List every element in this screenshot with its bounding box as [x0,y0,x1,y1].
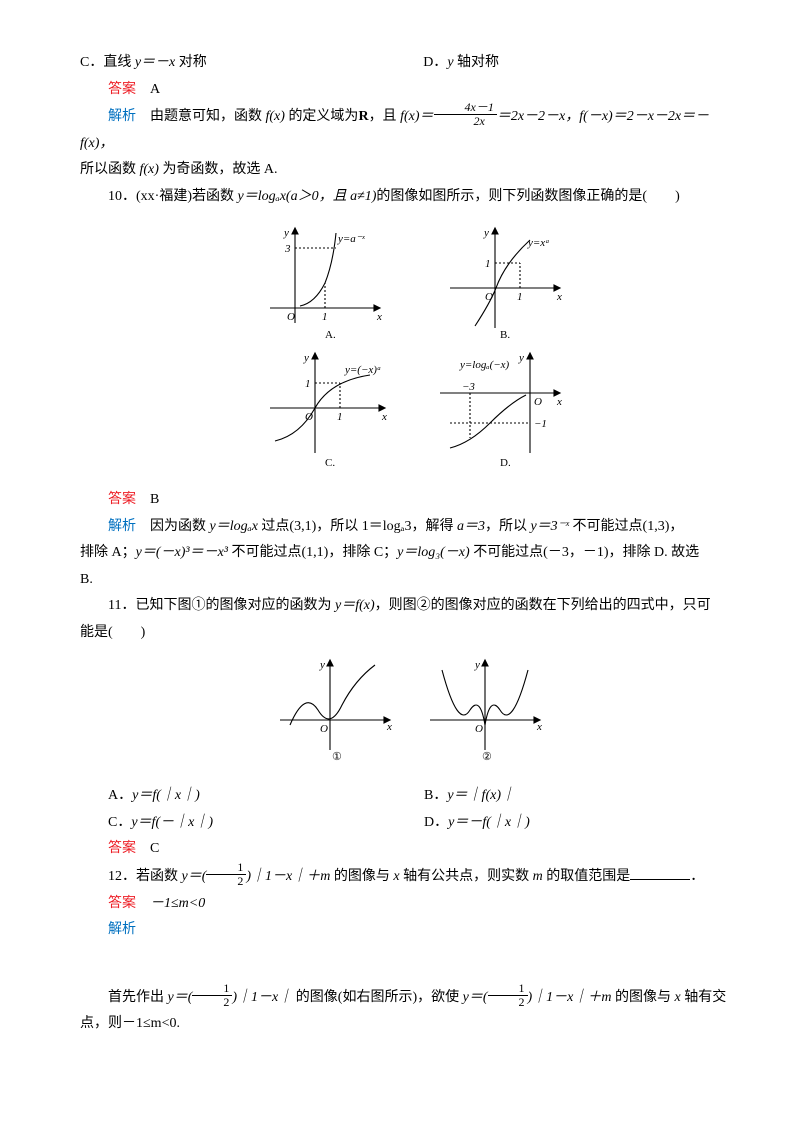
svg-text:y: y [483,227,489,239]
svg-text:y=xᵃ: y=xᵃ [527,237,550,249]
q10-graphs: 3 1 O x y y=a⁻ˣ A. 1 1 O x y y=xᵃ B. [230,218,590,468]
fraction: 12 [192,982,232,1009]
svg-text:y=logₐ(−x): y=logₐ(−x) [459,359,510,371]
q11-stem: 11．已知下图①的图像对应的函数为 y＝f(x)，则图②的图像对应的函数在下列给… [80,593,740,620]
fraction: 12 [206,861,246,888]
svg-text:C.: C. [325,457,335,468]
answer-value: A [136,82,160,97]
svg-text:D.: D. [500,457,511,468]
svg-text:O: O [534,396,542,408]
svg-text:y=a⁻ˣ: y=a⁻ˣ [337,233,366,245]
svg-text:x: x [376,311,382,323]
q11-stem-2: 能是( ) [80,620,740,647]
answer-value: B [136,492,159,507]
answer-value: －1≤m<0 [136,896,205,911]
explain-label: 解析 [108,922,136,937]
svg-text:①: ① [332,751,342,763]
answer-value: C [136,841,159,856]
q11-graphs: O x y ① O x y ② [270,655,550,765]
q9-answer: 答案 A [80,77,740,104]
svg-text:−1: −1 [534,418,547,430]
svg-text:A.: A. [325,329,336,341]
svg-text:−3: −3 [462,381,475,393]
answer-label: 答案 [108,492,136,507]
svg-text:x: x [536,721,542,733]
q10-figures: 3 1 O x y y=a⁻ˣ A. 1 1 O x y y=xᵃ B. [80,218,740,479]
svg-text:y: y [303,352,309,364]
opt-c: C．直线 [80,55,135,70]
svg-text:y=(−x)ᵃ: y=(−x)ᵃ [344,364,381,376]
svg-text:1: 1 [305,378,311,390]
q12-stem: 12．若函数 y＝(12)｜1－x｜＋m 的图像与 x 轴有公共点，则实数 m … [80,863,740,891]
svg-text:②: ② [482,751,492,763]
svg-text:1: 1 [485,258,491,270]
q12-answer: 答案 －1≤m<0 [80,891,740,918]
q10-answer: 答案 B [80,487,740,514]
svg-text:1: 1 [322,311,328,323]
q10-exp-3: B. [80,567,740,594]
answer-label: 答案 [108,896,136,911]
q12-explain-label: 解析 [80,917,740,944]
q11-opts-ab: A．y＝f(｜x｜) B．y＝｜f(x)｜ [80,783,740,810]
svg-text:O: O [320,723,328,735]
svg-text:y: y [283,227,289,239]
fraction: 4x－12x [434,101,497,128]
opt-c-math: y＝－x [135,55,175,70]
explain-label: 解析 [108,109,136,124]
opt-c-tail: 对称 [175,55,207,70]
q10-exp-1: 解析 因为函数 y＝logₐx 过点(3,1)，所以 1＝logₐ3，解得 a＝… [80,514,740,541]
q10-exp-2: 排除 A；y＝(－x)³＝－x³ 不可能过点(1,1)，排除 C；y＝log₃(… [80,540,740,567]
q9-options: C．直线 y＝－x 对称 D．y 轴对称 [80,50,740,77]
opt-d: D． [423,55,447,70]
svg-text:O: O [475,723,483,735]
q11-figures: O x y ① O x y ② [80,655,740,776]
svg-text:B.: B. [500,329,510,341]
svg-text:O: O [287,311,295,323]
spacer [80,944,740,984]
explain-label: 解析 [108,519,136,534]
answer-label: 答案 [108,82,136,97]
svg-text:1: 1 [517,291,523,303]
svg-text:y: y [518,352,524,364]
fill-blank [630,865,690,880]
q11-answer: 答案 C [80,836,740,863]
svg-text:x: x [381,411,387,423]
fraction: 12 [488,982,528,1009]
opt-d-tail: 轴对称 [454,55,500,70]
svg-text:y: y [474,659,480,671]
svg-text:x: x [386,721,392,733]
svg-text:3: 3 [284,243,291,255]
q11-opts-cd: C．y＝f(－｜x｜) D．y＝－f(｜x｜) [80,810,740,837]
svg-text:y: y [319,659,325,671]
svg-text:O: O [305,411,313,423]
q9-explain-2: 所以函数 f(x) 为奇函数，故选 A. [80,157,740,184]
svg-text:O: O [485,291,493,303]
svg-text:x: x [556,396,562,408]
q10-stem: 10．(xx·福建)若函数 y＝logₐx(a＞0，且 a≠1)的图像如图所示，… [80,184,740,211]
answer-label: 答案 [108,841,136,856]
svg-text:x: x [556,291,562,303]
svg-text:1: 1 [337,411,343,423]
q9-explain-1: 解析 由题意可知，函数 f(x) 的定义域为R，且 f(x)＝4x－12x＝2x… [80,103,740,157]
q12-explain-1: 首先作出 y＝(12)｜1－x｜ 的图像(如右图所示)，欲使 y＝(12)｜1－… [80,984,740,1038]
